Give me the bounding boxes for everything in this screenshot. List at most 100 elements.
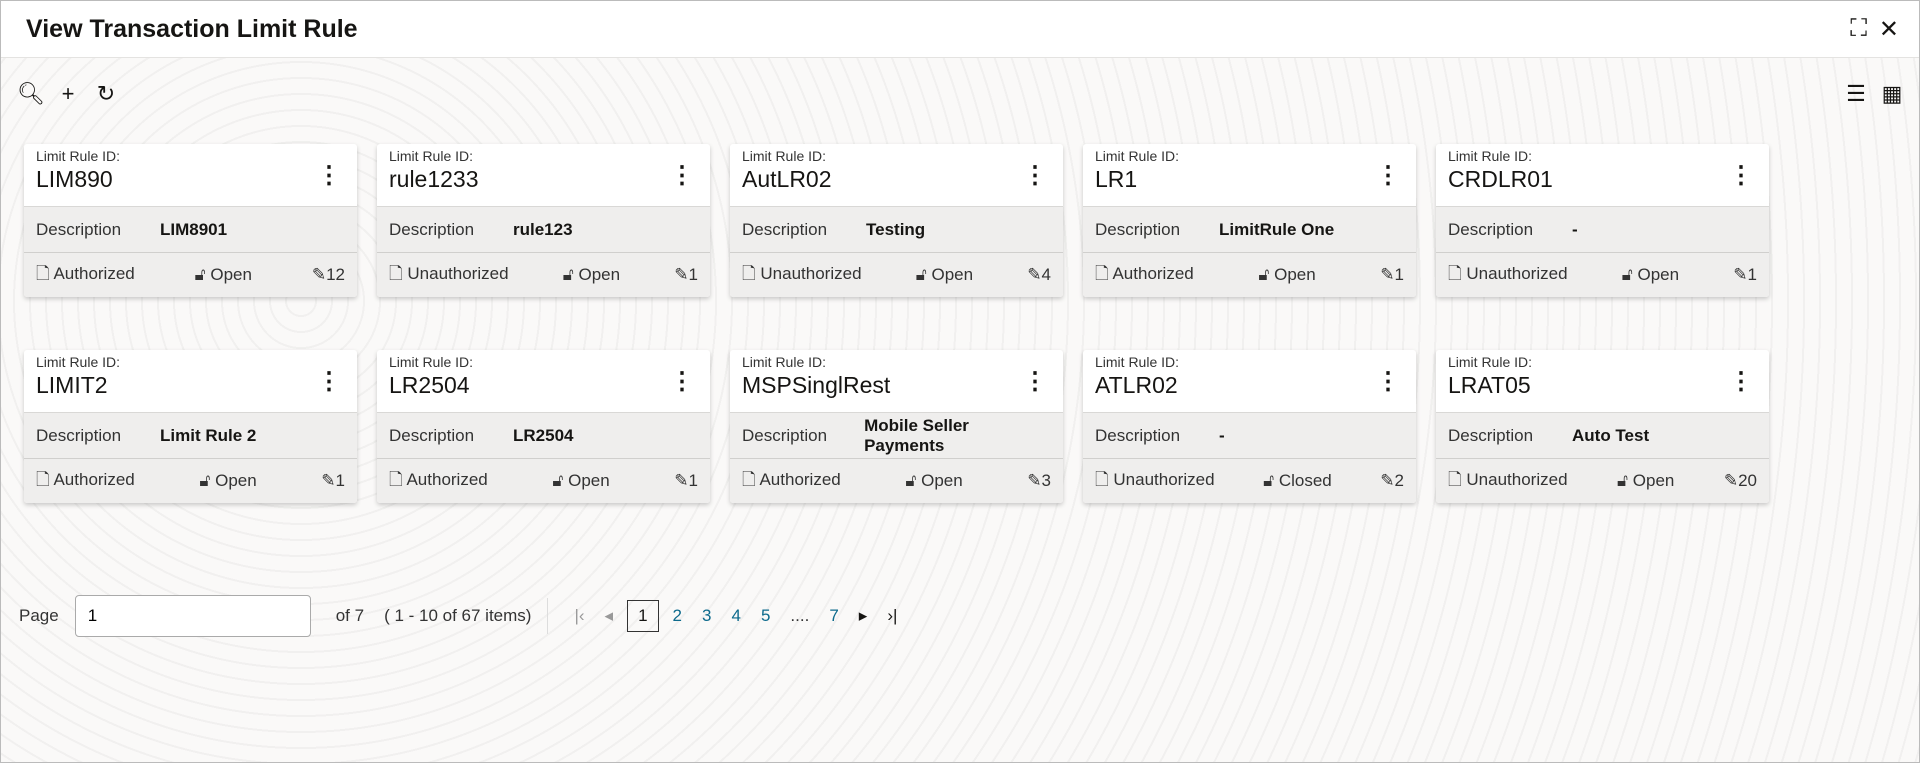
- previous-page-icon[interactable]: ◂: [604, 606, 614, 625]
- description-value: -: [1572, 219, 1578, 239]
- card-grid: Limit Rule ID: LIM890 ⋮ Description LIM8…: [24, 144, 1769, 503]
- limit-rule-card[interactable]: Limit Rule ID: MSPSinglRest ⋮ Descriptio…: [730, 350, 1063, 503]
- record-status: 🔓︎ Open: [905, 471, 962, 491]
- description-value: Mobile Seller Payments: [864, 415, 969, 455]
- rule-id: MSPSinglRest: [742, 372, 891, 398]
- more-options-icon[interactable]: ⋮: [317, 368, 341, 395]
- record-status-text: Open: [1632, 471, 1675, 490]
- more-options-icon[interactable]: ⋮: [670, 368, 694, 395]
- auth-status-text: Unauthorized: [1466, 263, 1568, 283]
- rule-id: LRAT05: [1448, 372, 1531, 398]
- page-link[interactable]: 1: [627, 600, 659, 632]
- auth-status-text: Unauthorized: [1113, 469, 1215, 489]
- limit-rule-card[interactable]: Limit Rule ID: ATLR02 ⋮ Description - 🗋 …: [1083, 350, 1416, 503]
- divider: [547, 598, 549, 634]
- toolbar: 🔍︎ + ↻: [17, 81, 119, 107]
- auth-status: 🗋 Authorized: [1095, 261, 1194, 290]
- limit-rule-card[interactable]: Limit Rule ID: LIMIT2 ⋮ Description Limi…: [24, 350, 357, 503]
- card-header: Limit Rule ID: LIMIT2 ⋮: [24, 350, 357, 413]
- description-label: Description: [36, 425, 122, 445]
- description-label: Description: [1095, 425, 1181, 445]
- description-label: Description: [742, 219, 828, 239]
- description-label: Description: [389, 425, 475, 445]
- modification-count: ✎1: [1380, 265, 1404, 285]
- more-options-icon[interactable]: ⋮: [1023, 368, 1047, 395]
- record-status-text: Open: [921, 471, 963, 490]
- description-row: Description Limit Rule 2: [24, 413, 357, 459]
- first-page-icon[interactable]: |‹: [574, 606, 585, 625]
- modification-count: ✎1: [1733, 265, 1757, 285]
- more-options-icon[interactable]: ⋮: [1023, 162, 1047, 189]
- page-link[interactable]: 3: [702, 606, 712, 625]
- more-options-icon[interactable]: ⋮: [1376, 162, 1400, 189]
- description-row: Description Testing: [730, 207, 1063, 253]
- description-label: Description: [36, 219, 122, 239]
- description-value: LR2504: [513, 425, 574, 445]
- auth-status-text: Authorized: [1112, 263, 1194, 283]
- lock-icon: 🔓︎: [915, 265, 927, 284]
- limit-rule-card[interactable]: Limit Rule ID: LR1 ⋮ Description LimitRu…: [1083, 144, 1416, 297]
- limit-rule-card[interactable]: Limit Rule ID: CRDLR01 ⋮ Description - 🗋…: [1436, 144, 1769, 297]
- document-icon: 🗋: [389, 263, 403, 283]
- modification-count: ✎3: [1027, 471, 1051, 491]
- modification-number: 1: [1747, 265, 1757, 284]
- limit-rule-card[interactable]: Limit Rule ID: rule1233 ⋮ Description ru…: [377, 144, 710, 297]
- id-label: Limit Rule ID:: [742, 148, 827, 164]
- page-link[interactable]: 4: [731, 606, 741, 625]
- card-footer: 🗋 Authorized 🔓︎ Open ✎1: [24, 459, 357, 503]
- more-options-icon[interactable]: ⋮: [1376, 368, 1400, 395]
- more-options-icon[interactable]: ⋮: [670, 162, 694, 189]
- description-value: Auto Test: [1572, 425, 1650, 445]
- auth-status-text: Authorized: [53, 263, 135, 283]
- more-options-icon[interactable]: ⋮: [317, 162, 341, 189]
- refresh-icon[interactable]: ↻: [96, 81, 116, 106]
- close-icon[interactable]: ✕: [1878, 16, 1899, 43]
- edit-icon: ✎: [321, 471, 336, 490]
- modification-number: 1: [335, 471, 345, 490]
- description-value: Limit Rule 2: [160, 425, 257, 445]
- limit-rule-card[interactable]: Limit Rule ID: LIM890 ⋮ Description LIM8…: [24, 144, 357, 297]
- lock-icon: 🔓︎: [1258, 265, 1270, 284]
- list-view-icon[interactable]: ☰: [1846, 81, 1866, 106]
- plus-icon[interactable]: +: [61, 81, 75, 106]
- card-footer: 🗋 Unauthorized 🔓︎ Open ✎1: [377, 253, 710, 297]
- limit-rule-card[interactable]: Limit Rule ID: LRAT05 ⋮ Description Auto…: [1436, 350, 1769, 503]
- record-status-text: Open: [215, 471, 257, 490]
- limit-rule-card[interactable]: Limit Rule ID: LR2504 ⋮ Description LR25…: [377, 350, 710, 503]
- limit-rule-card[interactable]: Limit Rule ID: AutLR02 ⋮ Description Tes…: [730, 144, 1063, 297]
- page-input[interactable]: [74, 595, 311, 637]
- id-label: Limit Rule ID:: [389, 148, 474, 164]
- document-icon: 🗋: [1448, 469, 1462, 489]
- modification-count: ✎20: [1724, 471, 1757, 491]
- page-link[interactable]: 2: [672, 606, 683, 625]
- lock-icon: 🔓︎: [905, 471, 917, 490]
- id-label: Limit Rule ID:: [1448, 148, 1533, 164]
- modification-number: 2: [1394, 471, 1404, 490]
- more-options-icon[interactable]: ⋮: [1729, 162, 1753, 189]
- page-title: View Transaction Limit Rule: [26, 14, 358, 43]
- id-label: Limit Rule ID:: [1448, 354, 1533, 370]
- edit-icon: ✎: [1733, 265, 1748, 284]
- auth-status-text: Unauthorized: [407, 263, 509, 283]
- record-status: 🔓︎ Open: [195, 265, 252, 285]
- page-link[interactable]: 5: [760, 606, 771, 625]
- next-page-icon[interactable]: ▸: [858, 606, 868, 625]
- auth-status: 🗋 Authorized: [36, 261, 135, 290]
- record-status-text: Open: [931, 265, 974, 284]
- card-footer: 🗋 Unauthorized 🔓︎ Open ✎1: [1436, 253, 1769, 297]
- search-icon[interactable]: 🔍︎: [17, 81, 45, 106]
- record-status-text: Open: [578, 265, 621, 284]
- description-label: Description: [1448, 425, 1534, 445]
- more-options-icon[interactable]: ⋮: [1729, 368, 1753, 395]
- rule-id: ATLR02: [1095, 372, 1178, 398]
- description-label: Description: [389, 219, 475, 239]
- id-label: Limit Rule ID:: [742, 354, 827, 370]
- rule-id: CRDLR01: [1448, 166, 1553, 192]
- lock-icon: 🔓︎: [552, 471, 564, 490]
- compress-icon[interactable]: ⛶: [1850, 15, 1867, 42]
- last-page-icon[interactable]: ›|: [887, 606, 898, 625]
- page-link[interactable]: 7: [829, 606, 839, 625]
- record-status: 🔓︎ Closed: [1263, 471, 1332, 491]
- description-label: Description: [1095, 219, 1181, 239]
- grid-view-icon[interactable]: ▦: [1881, 81, 1903, 106]
